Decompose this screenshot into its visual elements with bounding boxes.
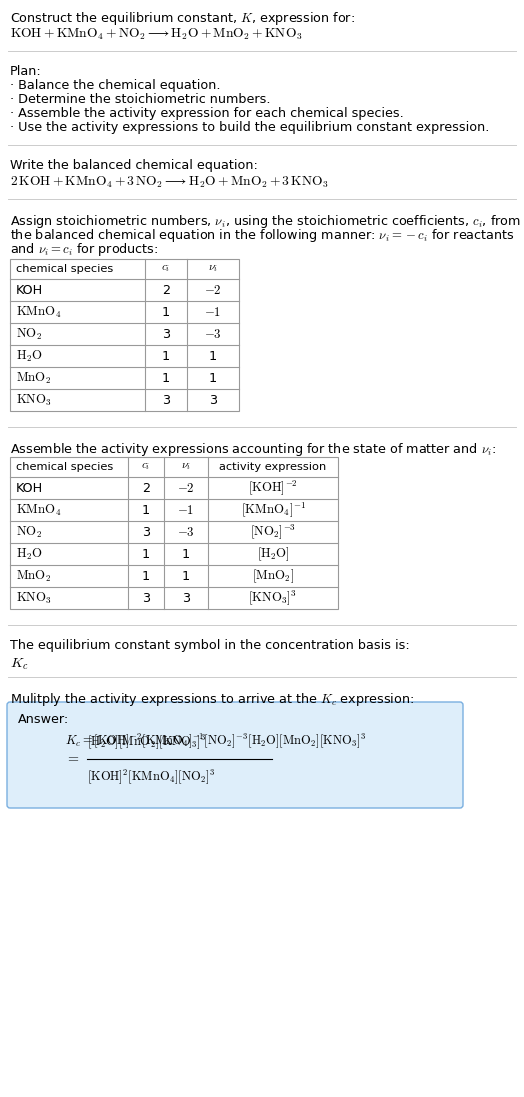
Bar (10, 457, 338, 609)
Text: Answer:: Answer: (18, 713, 69, 726)
Text: 1: 1 (209, 350, 217, 362)
Text: and $\nu_i = c_i$ for products:: and $\nu_i = c_i$ for products: (10, 241, 158, 258)
Text: $-2$: $-2$ (177, 482, 195, 495)
Text: $[\mathrm{NO_2}]^{-3}$: $[\mathrm{NO_2}]^{-3}$ (250, 522, 296, 541)
Text: $K_c = [\mathrm{KOH}]^{-2}[\mathrm{KMnO_4}]^{-1}[\mathrm{NO_2}]^{-3}[\mathrm{H_2: $K_c = [\mathrm{KOH}]^{-2}[\mathrm{KMnO_… (65, 731, 367, 749)
Text: $\mathrm{H_2O}$: $\mathrm{H_2O}$ (16, 349, 42, 363)
Text: $-1$: $-1$ (177, 504, 194, 517)
Text: $[\mathrm{MnO_2}]$: $[\mathrm{MnO_2}]$ (252, 567, 294, 585)
Text: 2: 2 (162, 283, 170, 296)
Text: 1: 1 (142, 547, 150, 561)
Text: 3: 3 (162, 328, 170, 340)
Text: 1: 1 (209, 372, 217, 385)
Text: $\mathrm{KNO_3}$: $\mathrm{KNO_3}$ (16, 393, 52, 408)
Text: $\mathrm{H_2O}$: $\mathrm{H_2O}$ (16, 546, 42, 562)
Text: $\nu_i$: $\nu_i$ (208, 263, 218, 274)
Text: $[\mathrm{H_2O}]$: $[\mathrm{H_2O}]$ (257, 545, 289, 563)
Text: 1: 1 (182, 547, 190, 561)
Text: $[\mathrm{KNO_3}]^3$: $[\mathrm{KNO_3}]^3$ (248, 589, 298, 608)
Text: $\nu_i$: $\nu_i$ (181, 462, 191, 473)
Text: chemical species: chemical species (16, 264, 113, 274)
Bar (10, 259, 239, 411)
Text: · Assemble the activity expression for each chemical species.: · Assemble the activity expression for e… (10, 108, 404, 120)
Text: $\mathrm{KMnO_4}$: $\mathrm{KMnO_4}$ (16, 304, 61, 319)
Text: Assemble the activity expressions accounting for the state of matter and $\nu_i$: Assemble the activity expressions accoun… (10, 441, 496, 459)
Text: activity expression: activity expression (220, 462, 326, 472)
Text: $\mathrm{KMnO_4}$: $\mathrm{KMnO_4}$ (16, 502, 61, 518)
Text: $-2$: $-2$ (204, 283, 222, 296)
Text: $[\mathrm{KMnO_4}]^{-1}$: $[\mathrm{KMnO_4}]^{-1}$ (241, 500, 305, 519)
Text: $\mathrm{MnO_2}$: $\mathrm{MnO_2}$ (16, 371, 51, 386)
Text: 3: 3 (209, 394, 217, 407)
Text: 1: 1 (162, 350, 170, 362)
Text: KOH: KOH (16, 283, 43, 296)
Text: the balanced chemical equation in the following manner: $\nu_i = -c_i$ for react: the balanced chemical equation in the fo… (10, 227, 515, 244)
Text: 1: 1 (142, 569, 150, 583)
Text: Assign stoichiometric numbers, $\nu_i$, using the stoichiometric coefficients, $: Assign stoichiometric numbers, $\nu_i$, … (10, 213, 521, 230)
Text: 1: 1 (142, 504, 150, 517)
Text: 3: 3 (142, 591, 150, 604)
Text: 1: 1 (162, 305, 170, 318)
Text: 3: 3 (162, 394, 170, 407)
Text: $\mathrm{NO_2}$: $\mathrm{NO_2}$ (16, 327, 42, 341)
FancyBboxPatch shape (7, 702, 463, 808)
Text: · Use the activity expressions to build the equilibrium constant expression.: · Use the activity expressions to build … (10, 121, 489, 134)
Text: $-1$: $-1$ (204, 305, 222, 318)
Text: $c_i$: $c_i$ (161, 263, 171, 274)
Text: $-3$: $-3$ (204, 328, 222, 340)
Text: $[\mathrm{KOH}]^2[\mathrm{KMnO_4}][\mathrm{NO_2}]^3$: $[\mathrm{KOH}]^2[\mathrm{KMnO_4}][\math… (87, 767, 216, 785)
Text: $=$: $=$ (65, 750, 80, 764)
Text: $[\mathrm{KOH}]^{-2}$: $[\mathrm{KOH}]^{-2}$ (248, 478, 298, 497)
Text: chemical species: chemical species (16, 462, 113, 472)
Text: · Determine the stoichiometric numbers.: · Determine the stoichiometric numbers. (10, 93, 270, 106)
Text: $-3$: $-3$ (177, 525, 195, 539)
Text: KOH: KOH (16, 482, 43, 495)
Text: 3: 3 (182, 591, 190, 604)
Text: Plan:: Plan: (10, 65, 42, 78)
Text: $2\,\mathrm{KOH} + \mathrm{KMnO_4} + 3\,\mathrm{NO_2}\longrightarrow \mathrm{H_2: $2\,\mathrm{KOH} + \mathrm{KMnO_4} + 3\,… (10, 176, 329, 191)
Text: 1: 1 (182, 569, 190, 583)
Text: $\mathrm{NO_2}$: $\mathrm{NO_2}$ (16, 524, 42, 540)
Text: $[\mathrm{H_2O}][\mathrm{MnO_2}][\mathrm{KNO_3}]^3$: $[\mathrm{H_2O}][\mathrm{MnO_2}][\mathrm… (87, 733, 206, 751)
Text: The equilibrium constant symbol in the concentration basis is:: The equilibrium constant symbol in the c… (10, 638, 410, 652)
Text: 2: 2 (142, 482, 150, 495)
Text: Write the balanced chemical equation:: Write the balanced chemical equation: (10, 159, 258, 172)
Text: $\mathrm{KNO_3}$: $\mathrm{KNO_3}$ (16, 590, 52, 606)
Text: $K_c$: $K_c$ (10, 657, 28, 672)
Text: 3: 3 (142, 525, 150, 539)
Text: Mulitply the activity expressions to arrive at the $K_c$ expression:: Mulitply the activity expressions to arr… (10, 691, 414, 708)
Text: $\mathrm{KOH} + \mathrm{KMnO_4} + \mathrm{NO_2}\longrightarrow \mathrm{H_2O} + \: $\mathrm{KOH} + \mathrm{KMnO_4} + \mathr… (10, 27, 302, 43)
Text: Construct the equilibrium constant, $K$, expression for:: Construct the equilibrium constant, $K$,… (10, 10, 355, 27)
Text: $c_i$: $c_i$ (141, 462, 150, 473)
Text: $\mathrm{MnO_2}$: $\mathrm{MnO_2}$ (16, 568, 51, 584)
Text: 1: 1 (162, 372, 170, 385)
Text: · Balance the chemical equation.: · Balance the chemical equation. (10, 79, 221, 92)
